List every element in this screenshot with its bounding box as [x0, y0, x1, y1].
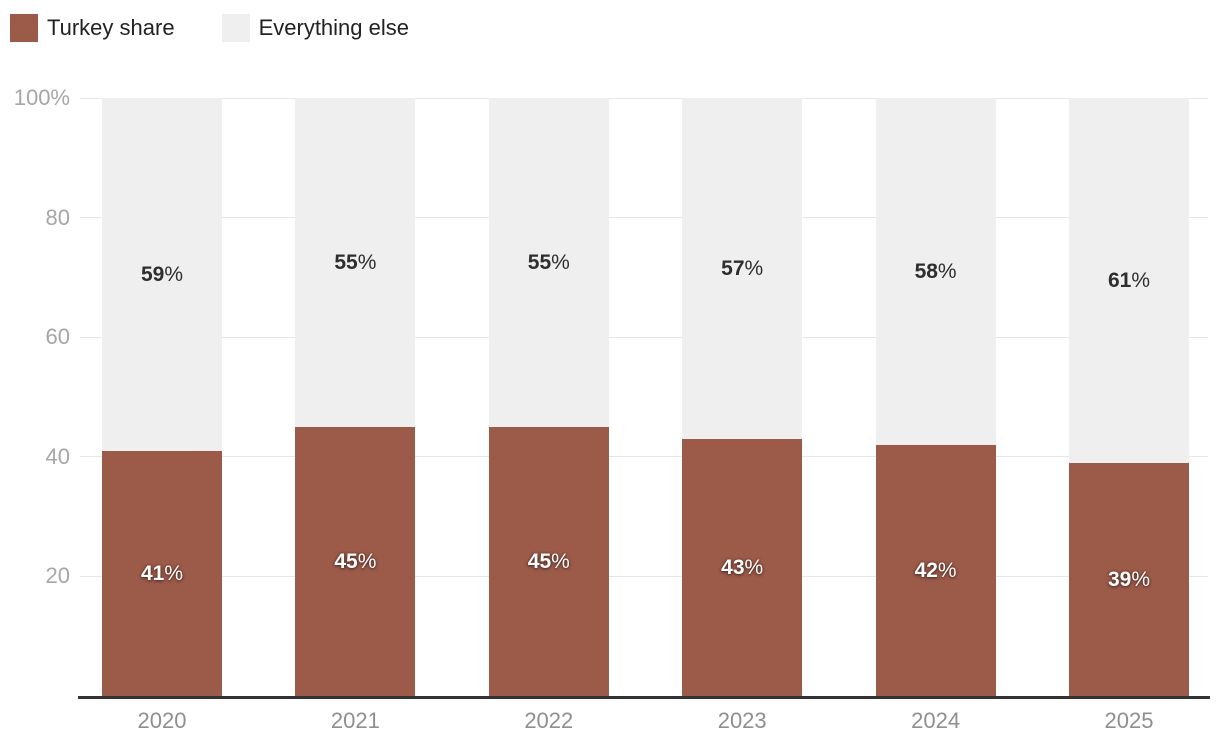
bar-segment-everything-else-2025 [1069, 98, 1189, 463]
x-axis-tick-label-2024: 2024 [911, 708, 961, 733]
bar-segment-everything-else-2023 [682, 98, 803, 439]
legend: Turkey share Everything else [10, 14, 409, 42]
value-label-turkey-share-2021: 45% [334, 549, 377, 573]
x-axis-tick-label-2025: 2025 [1104, 708, 1154, 733]
gridline-60 [80, 336, 1208, 338]
bar-segment-turkey-share-2022 [488, 426, 609, 696]
value-label-everything-else-2023: 57% [721, 256, 764, 280]
y-axis-tick-label-60: 60 [45, 324, 70, 350]
gridline-100 [80, 97, 1208, 99]
gridline-20 [80, 575, 1208, 577]
bar-segment-turkey-share-2023 [682, 438, 803, 696]
x-axis-tick-label-2021: 2021 [330, 708, 380, 733]
value-label-everything-else-2020: 59% [140, 262, 184, 286]
y-axis-tick-label-20: 20 [45, 563, 70, 589]
legend-item-turkey-share: Turkey share [10, 14, 175, 42]
bar-segment-everything-else-2022 [488, 98, 609, 427]
legend-label-turkey-share: Turkey share [47, 15, 175, 40]
legend-item-everything-else: Everything else [221, 14, 409, 42]
bar-segment-turkey-share-2021 [295, 426, 416, 696]
gridline-40 [80, 456, 1208, 458]
x-axis-tick-label-2022: 2022 [524, 708, 574, 733]
y-axis-tick-label-40: 40 [45, 443, 70, 469]
bar-segment-turkey-share-2020 [102, 450, 222, 696]
value-label-turkey-share-2022: 45% [527, 549, 570, 573]
bar-segment-everything-else-2024 [875, 98, 996, 445]
value-label-turkey-share-2023: 43% [721, 555, 764, 579]
x-axis-tick-label-2023: 2023 [717, 708, 767, 733]
y-axis-tick-label-100: 100% [13, 85, 70, 110]
value-label-turkey-share-2020: 41% [140, 561, 184, 585]
bar-segment-turkey-share-2024 [875, 444, 996, 696]
legend-swatch-everything-else [221, 14, 250, 42]
value-label-everything-else-2021: 55% [334, 250, 377, 274]
value-label-turkey-share-2024: 42% [914, 558, 957, 582]
legend-swatch-turkey-share [10, 14, 38, 42]
y-axis-tick-label-80: 80 [45, 204, 70, 230]
bar-segment-turkey-share-2025 [1069, 462, 1189, 696]
value-label-everything-else-2024: 58% [914, 259, 957, 283]
gridline-80 [80, 217, 1208, 219]
legend-label-everything-else: Everything else [258, 15, 409, 40]
bar-segment-everything-else-2020 [102, 98, 222, 451]
x-axis-line [78, 695, 1210, 699]
value-label-everything-else-2025: 61% [1107, 268, 1151, 292]
value-label-everything-else-2022: 55% [527, 250, 570, 274]
bar-segment-everything-else-2021 [295, 98, 416, 427]
x-axis-tick-label-2020: 2020 [137, 708, 187, 733]
value-label-turkey-share-2025: 39% [1107, 567, 1151, 591]
